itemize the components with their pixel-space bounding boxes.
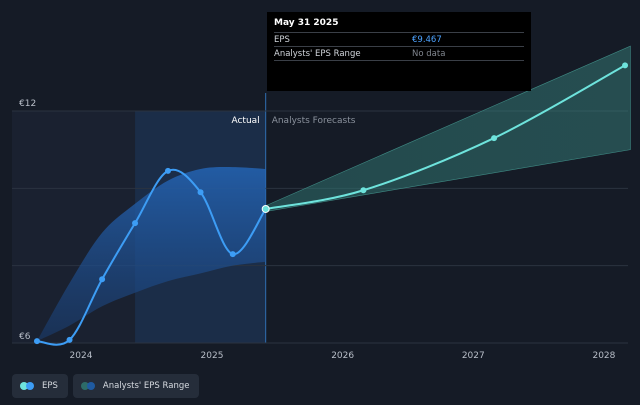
x-tick-label: 2026 [331, 351, 354, 361]
hover-tooltip: May 31 2025 EPS €9.467 Analysts' EPS Ran… [267, 12, 531, 91]
eps-point [67, 337, 73, 343]
actual-section-label: Actual [231, 116, 259, 126]
eps-point [132, 220, 138, 226]
tooltip-range-value: No data [412, 49, 445, 59]
eps-point [165, 168, 171, 174]
tooltip-range-label: Analysts' EPS Range [274, 49, 412, 59]
legend-eps-label: EPS [42, 381, 58, 391]
eps-point [622, 62, 628, 68]
tooltip-eps-row: EPS €9.467 [274, 32, 524, 46]
forecast-section-label: Analysts Forecasts [272, 116, 356, 126]
x-tick-label: 2024 [70, 351, 93, 361]
legend-item-eps[interactable]: EPS [12, 374, 68, 398]
tooltip-eps-label: EPS [274, 35, 412, 45]
tooltip-eps-value: €9.467 [412, 35, 442, 45]
tooltip-date: May 31 2025 [274, 18, 524, 28]
eps-point [262, 205, 269, 212]
eps-point [198, 189, 204, 195]
eps-point [99, 276, 105, 282]
y-tick-label: €6 [19, 332, 31, 342]
x-tick-label: 2028 [592, 351, 615, 361]
x-tick-label: 2025 [201, 351, 224, 361]
x-tick-label: 2027 [462, 351, 485, 361]
legend-range-label: Analysts' EPS Range [103, 381, 190, 391]
eps-point [360, 187, 366, 193]
tooltip-range-row: Analysts' EPS Range No data [274, 46, 524, 61]
eps-point [34, 338, 40, 344]
legend-item-range[interactable]: Analysts' EPS Range [73, 374, 200, 398]
eps-point [230, 251, 236, 257]
eps-point [491, 135, 497, 141]
y-tick-label: €12 [19, 99, 36, 109]
chart-legend: EPS Analysts' EPS Range [12, 374, 199, 398]
eps-legend-icon [20, 382, 36, 390]
range-legend-icon [81, 382, 97, 390]
